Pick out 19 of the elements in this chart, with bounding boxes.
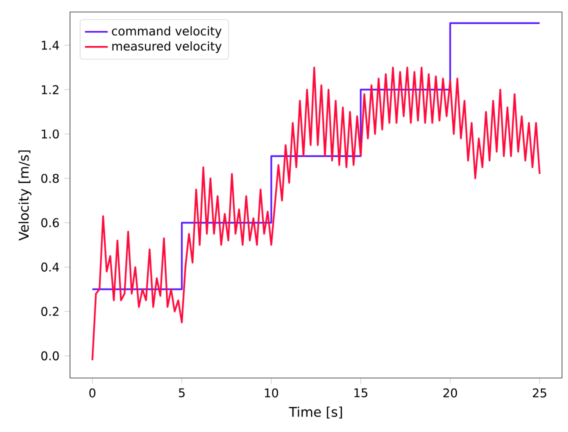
x-tick-label: 10 <box>264 388 278 398</box>
y-tick-label: 1.4 <box>42 40 59 50</box>
x-tick-label: 0 <box>89 388 96 398</box>
line-series <box>92 66 541 362</box>
y-axis-title: Velocity [m/s] <box>18 150 32 241</box>
y-tick-label: 0.8 <box>41 174 59 183</box>
y-tick-label: 0.2 <box>41 306 58 316</box>
x-tick-label: 5 <box>178 388 185 398</box>
legend-label: command velocity <box>112 26 222 38</box>
x-tick-label: 25 <box>532 388 546 398</box>
y-tick-label: 1.0 <box>42 129 59 139</box>
legend-label: measured velocity <box>112 41 222 53</box>
y-tick-label: 1.2 <box>42 85 58 94</box>
x-axis-title: Time [s] <box>288 406 342 419</box>
y-tick-label: 0.0 <box>41 351 59 360</box>
y-tick-label: 0.6 <box>41 218 59 228</box>
x-tick-label: 15 <box>354 388 368 398</box>
y-tick-label: 0.4 <box>41 262 59 272</box>
x-tick-label: 20 <box>443 388 458 398</box>
